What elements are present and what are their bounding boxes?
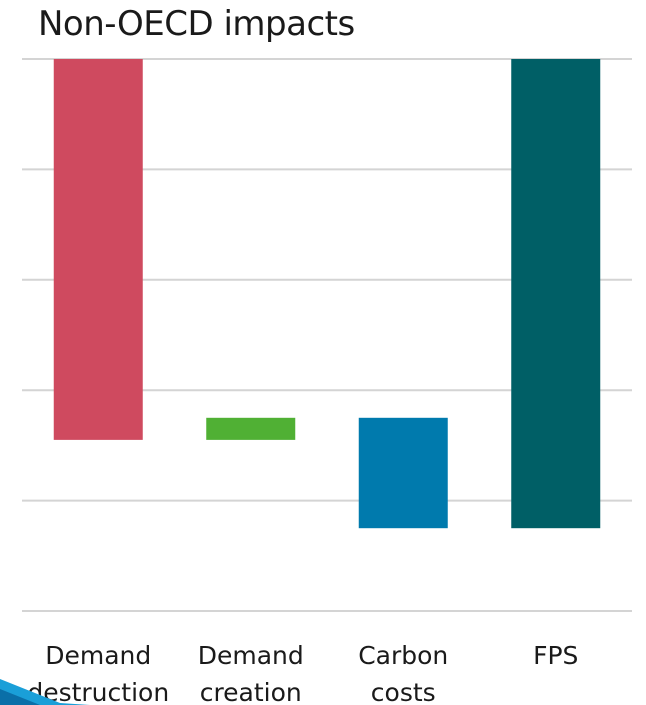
chart-title: Non-OECD impacts xyxy=(38,4,355,44)
x-tick-label: Carbon costs xyxy=(358,641,448,705)
bar-3 xyxy=(511,59,601,529)
x-tick-label: Demand creation xyxy=(198,641,304,705)
bar-1 xyxy=(206,417,296,440)
bars xyxy=(53,59,601,529)
x-tick-label: FPS xyxy=(533,641,578,670)
bar-0 xyxy=(53,59,143,440)
corner-accent-shape xyxy=(0,679,90,705)
bar-2 xyxy=(358,417,448,529)
